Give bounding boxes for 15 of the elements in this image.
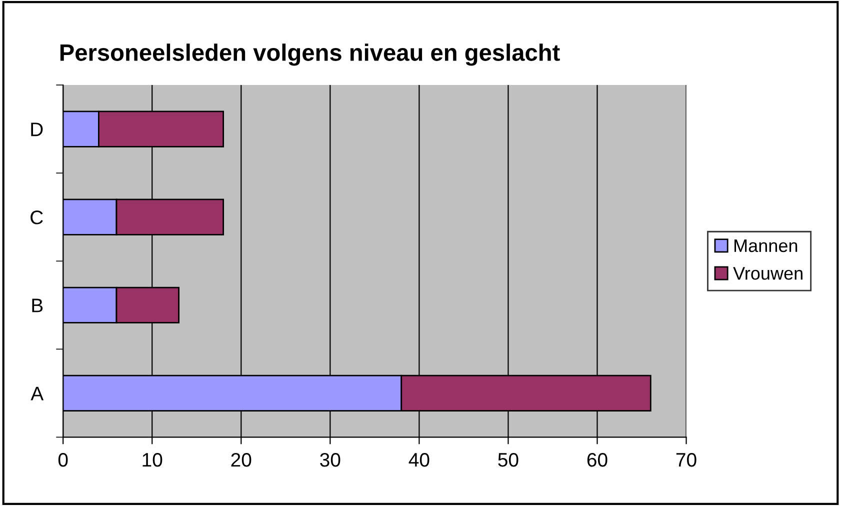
- x-tick-label: 70: [676, 452, 696, 467]
- chart-title: Personeelsleden volgens niveau en geslacht: [60, 44, 560, 66]
- x-tick-label: 10: [142, 452, 162, 467]
- legend-label: Mannen: [734, 240, 798, 252]
- y-tick-label: B: [32, 298, 43, 312]
- x-tick-label: 50: [498, 452, 518, 467]
- x-tick-label: 40: [408, 452, 430, 467]
- x-tick-label: 20: [231, 452, 252, 467]
- x-tick-label: 60: [587, 452, 608, 467]
- y-tick-label: A: [30, 386, 44, 400]
- y-tick-label: C: [30, 210, 43, 224]
- legend-label: Vrouwen: [733, 267, 802, 280]
- y-tick-label: D: [31, 122, 43, 136]
- x-tick-label: 30: [320, 452, 340, 467]
- x-tick-label: 0: [58, 452, 68, 467]
